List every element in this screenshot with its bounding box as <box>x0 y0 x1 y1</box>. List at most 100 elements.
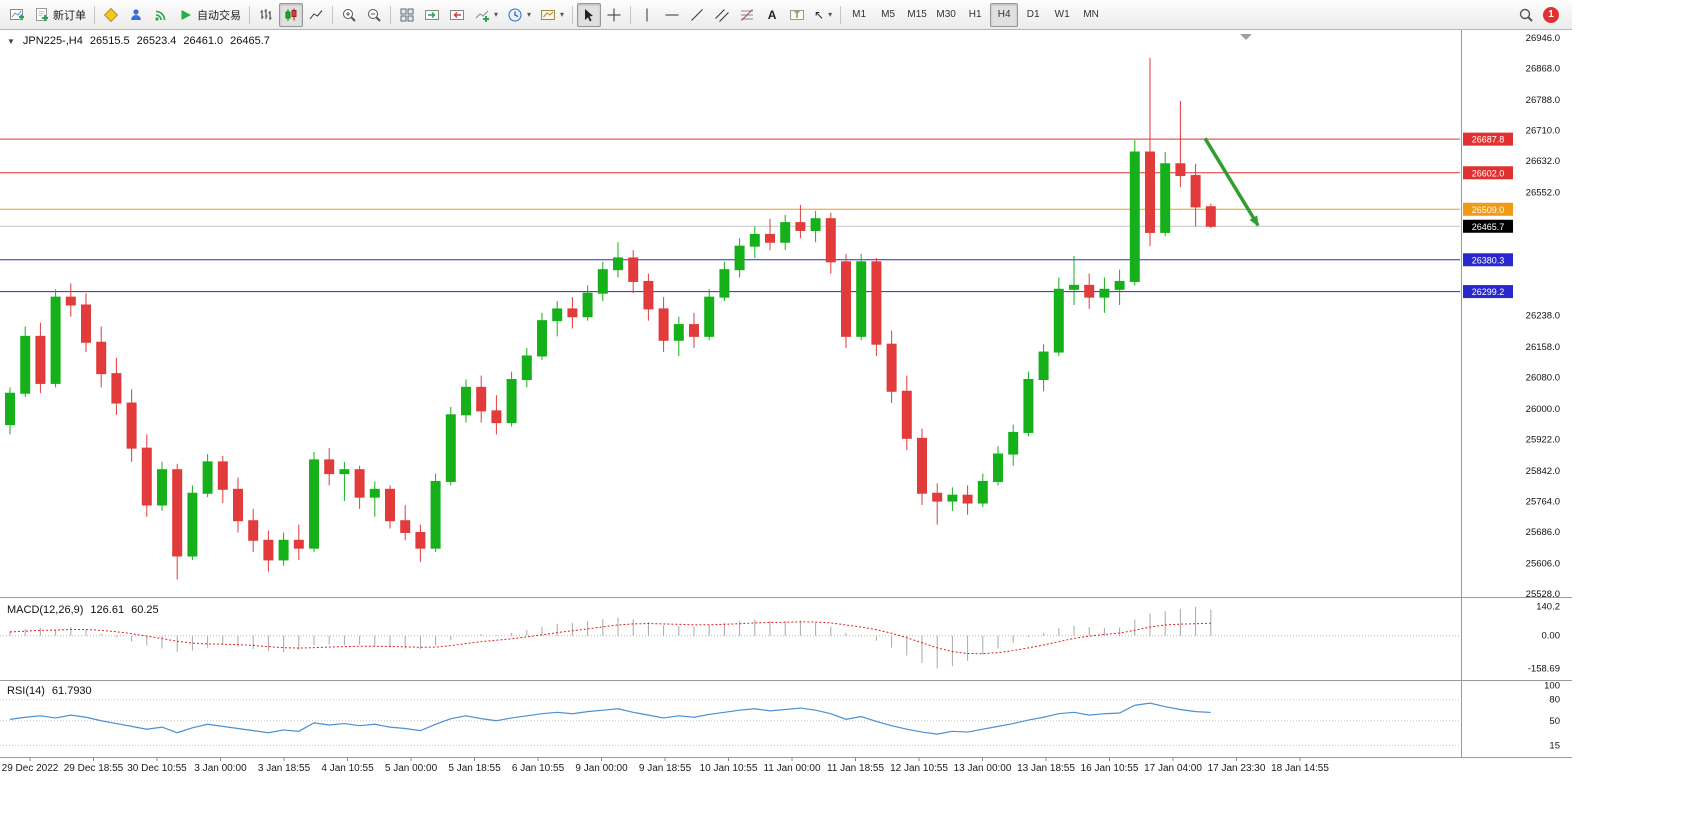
timeframe-mn-button[interactable]: MN <box>1077 3 1105 27</box>
timeframe-m1-button[interactable]: M1 <box>845 3 873 27</box>
toolbar-separator <box>249 5 250 24</box>
new-order-icon <box>36 7 48 21</box>
cursor-button[interactable] <box>577 2 602 27</box>
fibonacci-tool-button[interactable] <box>735 3 759 27</box>
notification-badge[interactable]: 1 <box>1543 6 1559 23</box>
svg-text:26299.2: 26299.2 <box>1472 287 1505 297</box>
svg-text:25922.0: 25922.0 <box>1526 435 1560 446</box>
zoom-out-icon <box>368 8 381 22</box>
chart-canvas[interactable]: 26946.0 26868.0 26788.0 26710.0 26632.0 26552… <box>0 30 1572 778</box>
svg-text:26080.0: 26080.0 <box>1526 373 1560 384</box>
one-click-trading-toggle[interactable]: ▼ <box>7 36 15 46</box>
search-button[interactable] <box>1514 3 1538 27</box>
line-chart-button[interactable] <box>304 3 328 27</box>
svg-text:29 Dec 2022: 29 Dec 2022 <box>2 763 59 774</box>
autotrading-button[interactable]: 自动交易 <box>174 3 245 27</box>
price-tag <box>1463 166 1513 180</box>
horizontal-line-tool-button[interactable] <box>660 3 684 27</box>
vertical-line-icon <box>646 8 648 21</box>
timeframe-h4-button[interactable]: H4 <box>990 2 1019 27</box>
svg-text:26000.0: 26000.0 <box>1526 404 1560 415</box>
svg-text:16 Jan 10:55: 16 Jan 10:55 <box>1081 763 1139 774</box>
dropdown-caret: ▾ <box>560 10 565 19</box>
svg-text:17 Jan 04:00: 17 Jan 04:00 <box>1144 763 1202 774</box>
svg-text:13 Jan 00:00: 13 Jan 00:00 <box>954 763 1012 774</box>
svg-text:3 Jan 00:00: 3 Jan 00:00 <box>194 763 247 774</box>
dropdown-caret: ▾ <box>828 10 833 19</box>
metaeditor-icon <box>103 7 119 22</box>
chart-shift-button[interactable] <box>445 3 469 27</box>
new-order-label: 新订单 <box>53 9 86 22</box>
horizontal-lines-layer <box>0 138 1460 293</box>
arrows-tool-button[interactable]: ↖ ▾ <box>810 3 836 27</box>
svg-text:26509.0: 26509.0 <box>1472 205 1505 215</box>
timeframe-m5-button[interactable]: M5 <box>874 3 902 27</box>
svg-text:9 Jan 00:00: 9 Jan 00:00 <box>575 763 628 774</box>
macd-histogram-layer <box>9 606 1212 669</box>
svg-text:26946.0: 26946.0 <box>1526 33 1560 44</box>
svg-text:25606.0: 25606.0 <box>1526 558 1560 569</box>
metaeditor-button[interactable] <box>99 3 123 27</box>
svg-text:29 Dec 18:55: 29 Dec 18:55 <box>64 763 124 774</box>
crosshair-icon <box>607 8 621 21</box>
auto-scroll-icon <box>425 9 439 20</box>
profile-button[interactable] <box>124 3 148 27</box>
svg-text:10 Jan 10:55: 10 Jan 10:55 <box>700 763 758 774</box>
new-order-button[interactable]: 新订单 <box>30 3 90 27</box>
svg-text:9 Jan 18:55: 9 Jan 18:55 <box>639 763 692 774</box>
svg-text:26788.0: 26788.0 <box>1526 95 1560 106</box>
svg-text:15: 15 <box>1549 740 1560 751</box>
autotrading-play-icon <box>181 9 191 20</box>
new-chart-button[interactable] <box>5 3 29 27</box>
vertical-line-tool-button[interactable] <box>635 3 659 27</box>
dropdown-caret: ▾ <box>527 10 532 19</box>
text-label-tool-button[interactable]: T <box>785 3 809 27</box>
signals-icon <box>155 10 166 21</box>
rsi-line <box>9 702 1211 735</box>
periods-button[interactable]: ▾ <box>503 3 535 27</box>
timeframe-d1-button[interactable]: D1 <box>1019 3 1047 27</box>
arrow-tool-glyph: ↖ <box>814 7 825 22</box>
candlestick-chart-button[interactable] <box>279 2 303 27</box>
tile-windows-button[interactable] <box>395 3 419 27</box>
svg-text:26380.3: 26380.3 <box>1472 255 1505 265</box>
text-tool-label: A <box>767 7 777 22</box>
timeframe-m15-button[interactable]: M15 <box>903 3 931 27</box>
svg-text:80: 80 <box>1549 695 1560 706</box>
svg-text:100: 100 <box>1544 681 1560 692</box>
zoom-out-button[interactable] <box>362 3 386 27</box>
svg-text:T: T <box>794 10 800 20</box>
templates-button[interactable]: ▾ <box>536 3 568 27</box>
indicators-button[interactable]: ▾ <box>470 3 502 27</box>
timeframe-m30-button[interactable]: M30 <box>932 3 960 27</box>
bar-chart-button[interactable] <box>254 3 278 27</box>
crosshair-button[interactable] <box>602 3 626 27</box>
svg-text:11 Jan 00:00: 11 Jan 00:00 <box>763 763 821 774</box>
timeframe-w1-button[interactable]: W1 <box>1048 3 1076 27</box>
zoom-in-icon <box>343 8 356 22</box>
svg-text:25686.0: 25686.0 <box>1526 527 1560 538</box>
price-tag <box>1463 253 1513 267</box>
toolbar-separator <box>390 5 391 24</box>
svg-text:13 Jan 18:55: 13 Jan 18:55 <box>1017 763 1075 774</box>
toolbar-separator <box>94 5 95 24</box>
svg-text:26602.0: 26602.0 <box>1472 168 1505 178</box>
text-label-icon: T <box>790 9 805 20</box>
text-tool-button[interactable]: A <box>760 3 784 27</box>
price-tag <box>1463 219 1513 233</box>
timeframe-h1-button[interactable]: H1 <box>961 3 989 27</box>
zoom-in-button[interactable] <box>337 3 361 27</box>
toolbar-separator <box>332 5 333 24</box>
trendline-tool-button[interactable] <box>685 3 709 27</box>
candles-layer <box>5 57 1216 580</box>
svg-text:25842.0: 25842.0 <box>1526 466 1560 477</box>
chart-shift-marker <box>1240 34 1252 40</box>
dropdown-caret: ▾ <box>494 10 499 19</box>
auto-scroll-button[interactable] <box>420 3 444 27</box>
svg-text:26552.0: 26552.0 <box>1526 187 1560 198</box>
svg-text:11 Jan 18:55: 11 Jan 18:55 <box>827 763 885 774</box>
channel-tool-button[interactable] <box>710 3 734 27</box>
svg-text:26238.0: 26238.0 <box>1526 311 1560 322</box>
svg-text:30 Dec 10:55: 30 Dec 10:55 <box>127 763 187 774</box>
signals-button[interactable] <box>149 3 173 27</box>
